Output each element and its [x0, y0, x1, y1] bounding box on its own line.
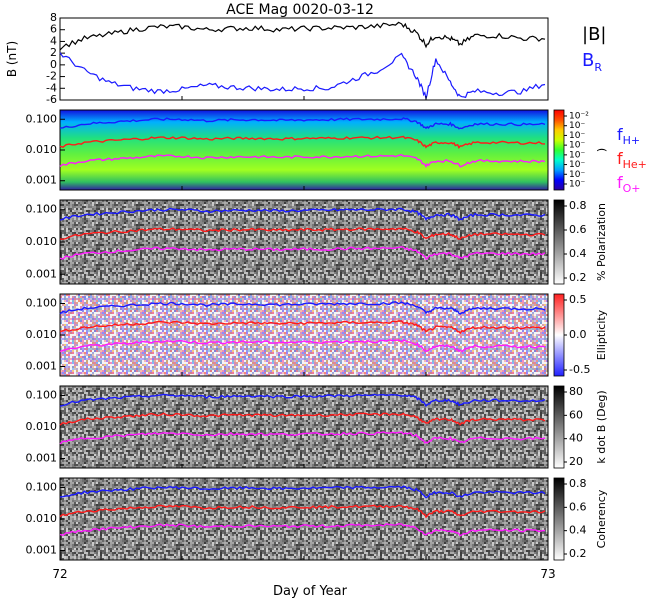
legend-top-item: BR: [582, 50, 602, 74]
y-tick-label: -6: [46, 93, 57, 106]
gyro-f-O-plus: [59, 339, 546, 353]
colorbar-tick-label: 0.4: [569, 524, 587, 537]
colorbar-tick-label: 10⁻: [569, 170, 585, 180]
colorbar-tick-label: 0.8: [569, 477, 587, 490]
colorbar-tick-label: -0.5: [569, 363, 590, 376]
panel-polarization: 0.100 0.010 0.001 0.8 0.6 0.4 0.2 % Polarizatio…: [26, 199, 608, 285]
x-tick-label: 73: [540, 567, 555, 581]
colorbar-tick-label: 10⁻: [569, 180, 585, 190]
y-tick-label: 0.001: [26, 452, 58, 465]
legend-top: |B| BR: [582, 24, 606, 74]
colorbar-tick-label: 10⁻: [569, 131, 585, 141]
figure-title: ACE Mag 0020-03-12: [226, 2, 374, 18]
colorbar-coherency: [553, 477, 565, 561]
series-b-magnitude: [59, 21, 546, 51]
y-tick-label: 0.100: [26, 296, 58, 309]
legend-top-item: |B|: [582, 24, 606, 45]
spectrogram-coherency: [60, 478, 548, 560]
series-b-r: [59, 52, 546, 99]
gyro-f-H-plus: [59, 485, 546, 499]
spectrogram-power: [60, 110, 548, 190]
colorbar-tick-label: 10⁻: [569, 141, 585, 151]
y-tick-label: 4: [50, 34, 57, 47]
y-tick-label: 0.010: [26, 235, 58, 248]
panel-power: 0.1000.0100.00110⁻²10⁻10⁻10⁻10⁻10⁻10⁻10⁻…: [26, 109, 608, 191]
colorbar-label: Coherency: [595, 489, 608, 548]
y-tick-label: 6: [50, 23, 57, 36]
colorbar-tick-label: 60: [569, 408, 583, 421]
y-tick-label: 0.010: [26, 328, 58, 341]
gyro-f-He-plus: [59, 504, 546, 519]
legend-bottom: fH+fHe+fO+: [617, 125, 647, 195]
colorbar-tick-label: 40: [569, 432, 583, 445]
spectrogram-ellipticity: [60, 294, 548, 376]
y-tick-label: 0.010: [26, 143, 58, 156]
colorbar-tick-label: 10⁻: [569, 160, 585, 170]
y-tick-label: 0.001: [26, 544, 58, 557]
y-tick-label: -4: [46, 81, 57, 94]
gyro-f-H-plus: [59, 207, 546, 221]
gyro-f-O-plus: [59, 245, 546, 260]
colorbar-tick-label: 0.5: [569, 293, 587, 306]
colorbar-tick-label: 20: [569, 455, 583, 468]
colorbar-tick-label: 0.8: [569, 199, 587, 212]
x-axis-label: Day of Year: [273, 584, 348, 599]
colorbar-tick-label: 0.2: [569, 271, 587, 284]
y-tick-label: 2: [50, 46, 57, 59]
gyro-f-H-plus: [59, 393, 546, 408]
gyro-f-He-plus: [59, 412, 546, 426]
colorbar-polarization: [553, 199, 565, 285]
gyro-f-O-plus: [59, 523, 546, 537]
colorbar-tick-label: 10⁻: [569, 121, 585, 131]
gyro-f-O-plus: [59, 154, 546, 169]
gyro-f-He-plus: [59, 135, 546, 149]
gyro-f-H-plus: [59, 301, 546, 315]
legend-bottom-item: fH+: [617, 125, 640, 147]
y-tick-label: 0.100: [26, 203, 58, 216]
panel-k-dot-b: 0.100 0.010 0.001 80 60 40 20 k dot B (Deg): [26, 385, 608, 469]
colorbar-tick-label: 0.2: [569, 547, 587, 560]
colorbar-k-dot-b: [553, 385, 565, 469]
gyro-f-He-plus: [59, 227, 546, 241]
y-tick-label: 0.010: [26, 420, 58, 433]
panel-ellipticity: 0.100 0.010 0.001 0.5 0.0 -0.5 Ellipticity: [26, 293, 608, 377]
colorbar-power: [553, 109, 565, 191]
spectrogram-k-dot-b: [60, 386, 548, 468]
colorbar-tick-label: 80: [569, 385, 583, 398]
colorbar-tick-label: 0.6: [569, 500, 587, 513]
colorbar-label: k dot B (Deg): [595, 390, 608, 463]
gyro-f-O-plus: [59, 431, 546, 445]
colorbar-tick-label: 0.6: [569, 223, 587, 236]
y-tick-label: 0.100: [26, 112, 58, 125]
y-axis-label: B (nT): [5, 41, 19, 77]
gyro-f-H-plus: [59, 117, 546, 130]
legend-bottom-item: fHe+: [617, 149, 647, 171]
colorbar-label: Ellipticity: [595, 309, 608, 360]
y-tick-label: 8: [50, 11, 57, 24]
colorbar-tick-label: 0.0: [569, 328, 587, 341]
spectrogram-polarization: [60, 200, 548, 284]
colorbar-label: ): [595, 148, 608, 152]
y-tick-label: 0.001: [26, 174, 58, 187]
colorbar-tick-label: 10⁻²: [569, 112, 589, 122]
y-tick-label: 0.001: [26, 360, 58, 373]
colorbar-ellipticity: [553, 293, 565, 377]
gyro-f-He-plus: [59, 320, 546, 335]
x-tick-label: 72: [52, 567, 67, 581]
colorbar-tick-label: 0.4: [569, 247, 587, 260]
y-tick-label: 0.100: [26, 388, 58, 401]
y-tick-label: 0.001: [26, 267, 58, 280]
y-tick-label: 0.100: [26, 480, 58, 493]
colorbar-tick-label: 10⁻: [569, 150, 585, 160]
y-tick-label: 0: [50, 58, 57, 71]
legend-bottom-item: fO+: [617, 173, 641, 195]
y-tick-label: -2: [46, 70, 57, 83]
panel-coherency: 0.100 0.010 0.001 0.8 0.6 0.4 0.2 Coherency: [26, 477, 608, 561]
y-tick-label: 0.010: [26, 512, 58, 525]
colorbar-label: % Polarization: [595, 203, 608, 281]
